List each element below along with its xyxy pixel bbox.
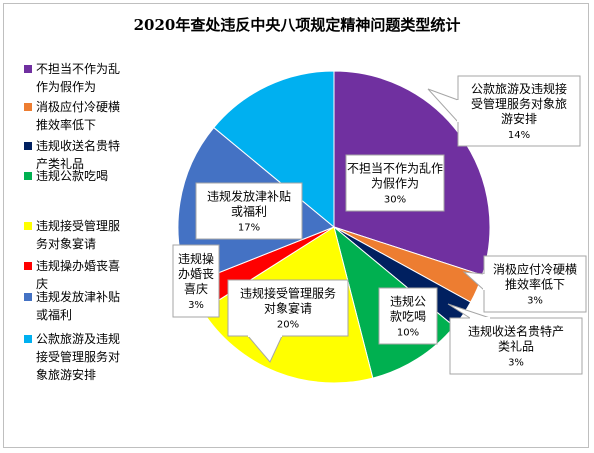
slice-name-label: 违规发放津补贴	[207, 189, 291, 204]
slice-name-label: 款吃喝	[390, 310, 426, 324]
legend-swatch	[24, 65, 32, 73]
legend-label: 不担当不作为乱 作为假作为	[36, 62, 121, 94]
legend-label: 违规发放津补贴 或福利	[36, 290, 121, 322]
legend-swatch	[24, 335, 32, 343]
legend-swatch	[24, 103, 32, 111]
slice-name-label: 违规操	[178, 251, 214, 266]
legend-label: 违规公款吃喝	[36, 169, 109, 183]
slice-percent-label: 10%	[397, 328, 419, 339]
chart-title: 2020年查处违反中央八项规定精神问题类型统计	[133, 16, 461, 34]
slice-name-label: 喜庆	[184, 282, 208, 296]
slice-name-label: 游安排	[501, 111, 537, 126]
slice-name-label: 公款旅游及违规接	[471, 81, 567, 96]
legend-swatch	[24, 142, 32, 150]
slice-percent-label: 3%	[188, 300, 204, 311]
slice-percent-label: 14%	[508, 130, 530, 141]
slice-percent-label: 3%	[508, 358, 524, 369]
slice-name-label: 违规收送名贵特产	[468, 324, 564, 339]
slice-name-label: 为假作为	[371, 177, 419, 191]
slice-name-label: 违规接受管理服务	[240, 286, 336, 301]
legend-swatch	[24, 293, 32, 301]
legend-label: 违规操办婚丧喜 庆	[36, 259, 121, 291]
slice-name-label: 类礼品	[498, 339, 534, 354]
slice-name-label: 受管理服务对象旅	[471, 96, 567, 111]
legend-label: 公款旅游及违规 接受管理服务对 象旅游安排	[36, 332, 121, 382]
slice-name-label: 办婚丧	[178, 266, 214, 281]
slice-name-label: 或福利	[231, 204, 267, 219]
legend-swatch	[24, 172, 32, 180]
slice-name-label: 对象宴请	[264, 301, 312, 316]
slice-name-label: 消极应付冷硬横	[493, 262, 577, 277]
data-label-callout: 违规公款吃喝 10%	[378, 287, 438, 345]
slice-name-label: 推效率低下	[505, 277, 565, 292]
slice-percent-label: 17%	[238, 223, 260, 234]
legend-label: 违规接受管理服 务对象宴请	[36, 219, 121, 251]
slice-percent-label: 3%	[527, 296, 543, 307]
slice-name-label: 不担当不作为乱作	[347, 162, 443, 176]
legend-label: 违规收送名贵特 产类礼品	[36, 139, 121, 171]
legend-swatch	[24, 222, 32, 230]
slice-name-label: 违规公	[390, 294, 426, 309]
legend-label: 消极应付冷硬横 推效率低下	[36, 100, 121, 132]
slice-percent-label: 30%	[384, 195, 406, 206]
pie-slice	[213, 70, 335, 229]
slice-percent-label: 20%	[277, 320, 299, 331]
legend-swatch	[24, 262, 32, 270]
